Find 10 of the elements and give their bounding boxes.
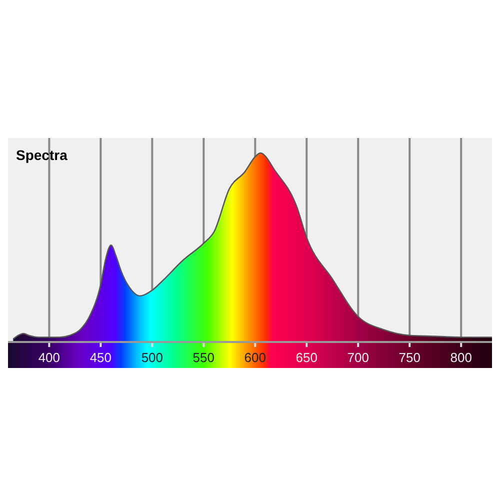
x-tick-label: 700 <box>347 350 369 365</box>
chart-title: Spectra <box>16 147 68 163</box>
x-tick-label: 750 <box>398 350 420 365</box>
x-tick-label: 500 <box>141 350 164 365</box>
x-tick-label: 550 <box>192 350 215 365</box>
x-tick-label: 600 <box>244 350 266 365</box>
x-tick-label: 450 <box>90 350 112 365</box>
x-tick-label: 800 <box>450 350 472 365</box>
x-tick-label: 400 <box>38 350 60 365</box>
x-tick-label: 650 <box>296 350 318 365</box>
